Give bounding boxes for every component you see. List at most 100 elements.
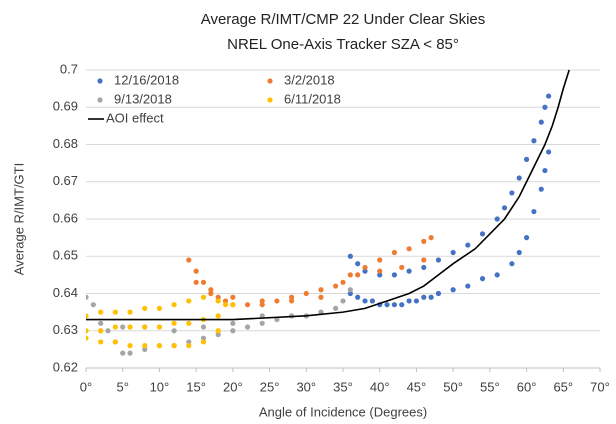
legend-label: 3/2/2018 xyxy=(284,72,335,87)
x-tick-label: 40° xyxy=(370,379,390,394)
point xyxy=(127,343,133,349)
point xyxy=(120,350,126,356)
y-tick-label: 0.69 xyxy=(53,99,78,114)
point xyxy=(406,298,412,304)
point xyxy=(413,298,420,304)
point xyxy=(156,324,163,330)
point xyxy=(127,350,133,356)
point xyxy=(127,309,133,315)
y-tick-label: 0.65 xyxy=(53,248,78,263)
point xyxy=(259,298,265,304)
point xyxy=(340,298,346,304)
point xyxy=(377,268,383,274)
point xyxy=(509,261,515,267)
point xyxy=(171,302,177,308)
x-tick-label: 35° xyxy=(333,379,353,394)
point xyxy=(208,287,214,293)
point xyxy=(523,156,530,162)
x-tick-label: 10° xyxy=(150,379,170,394)
point xyxy=(98,320,104,326)
point xyxy=(391,249,397,256)
point xyxy=(86,328,89,334)
point xyxy=(450,287,456,293)
point xyxy=(86,294,89,300)
point xyxy=(215,313,221,319)
x-tick-label: 60° xyxy=(517,379,537,394)
point xyxy=(347,290,353,297)
legend-marker xyxy=(97,78,103,84)
y-tick-label: 0.68 xyxy=(53,136,78,151)
legend-label: 12/16/2018 xyxy=(114,72,179,87)
point xyxy=(479,276,486,282)
point xyxy=(391,302,397,308)
point xyxy=(127,324,133,330)
point xyxy=(222,302,229,308)
point xyxy=(259,313,265,319)
point xyxy=(516,249,522,256)
point xyxy=(421,294,427,300)
point xyxy=(347,287,353,293)
y-tick-label: 0.64 xyxy=(53,285,78,300)
point xyxy=(86,313,89,319)
point xyxy=(156,343,163,349)
x-tick-label: 5° xyxy=(116,379,128,394)
point xyxy=(435,257,442,263)
point xyxy=(362,264,368,271)
x-tick-label: 20° xyxy=(223,379,243,394)
point xyxy=(538,119,544,125)
point xyxy=(156,305,163,311)
point xyxy=(215,331,221,338)
point xyxy=(399,302,405,308)
point xyxy=(171,343,177,349)
point xyxy=(479,231,486,237)
point xyxy=(274,316,280,323)
point xyxy=(546,93,552,99)
point xyxy=(501,205,508,211)
legend-marker xyxy=(267,97,273,103)
point xyxy=(86,335,89,341)
plot xyxy=(86,69,570,356)
legend-label: 6/11/2018 xyxy=(284,91,341,106)
point xyxy=(259,320,265,326)
point xyxy=(391,272,397,278)
point xyxy=(406,246,412,252)
point xyxy=(421,257,427,263)
point xyxy=(142,343,148,349)
point xyxy=(230,320,236,326)
x-tick-label: 25° xyxy=(260,379,280,394)
point xyxy=(318,294,324,300)
chart-subtitle: NREL One-Axis Tracker SZA < 85° xyxy=(227,36,459,53)
point xyxy=(289,298,295,304)
point xyxy=(399,264,405,271)
point xyxy=(421,264,427,271)
point xyxy=(465,242,471,248)
legend-marker xyxy=(97,97,103,103)
point xyxy=(200,339,207,345)
point xyxy=(318,287,324,293)
point xyxy=(105,328,111,334)
x-tick-label: 65° xyxy=(553,379,573,394)
point xyxy=(362,298,368,304)
point xyxy=(200,335,207,341)
x-tick-label: 15° xyxy=(186,379,206,394)
y-tick-label: 0.62 xyxy=(53,359,78,374)
y-tick-label: 0.63 xyxy=(53,322,78,337)
line xyxy=(86,69,570,321)
x-tick-label: 70° xyxy=(590,379,610,394)
point xyxy=(542,167,548,174)
point xyxy=(142,305,148,311)
point xyxy=(215,294,221,300)
point xyxy=(98,339,104,345)
point xyxy=(377,257,383,263)
point xyxy=(98,328,104,334)
point xyxy=(428,235,434,241)
point xyxy=(274,298,280,304)
point xyxy=(215,328,221,334)
legend-marker xyxy=(267,78,273,84)
point xyxy=(259,302,265,308)
point xyxy=(142,346,148,352)
point xyxy=(435,290,442,297)
point xyxy=(112,339,118,345)
point xyxy=(340,279,346,285)
